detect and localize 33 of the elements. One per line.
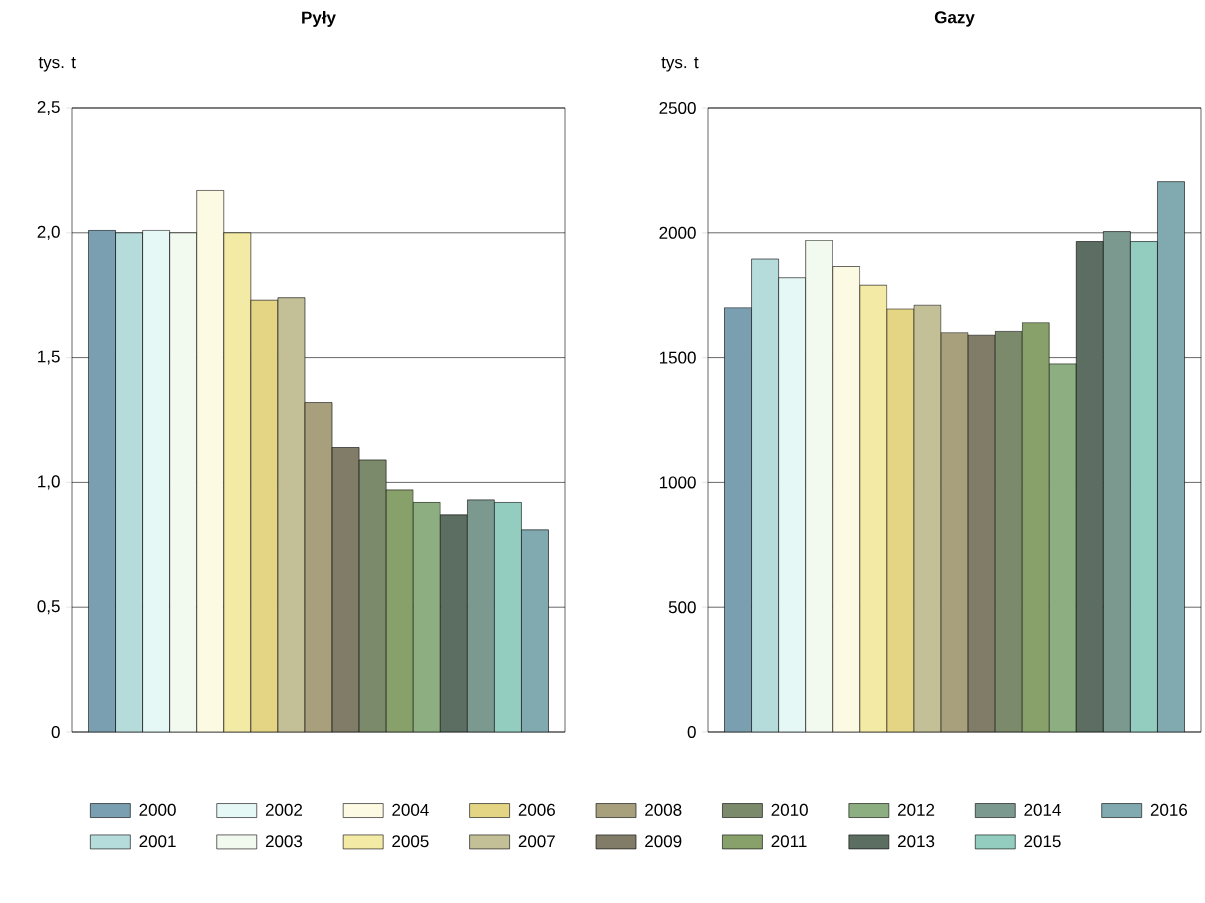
legend-label: 2008 <box>645 803 682 816</box>
y-tick-label: 1,5 <box>38 350 60 365</box>
legend-label: 2016 <box>1150 803 1188 816</box>
legend-label: 2010 <box>771 803 808 816</box>
y-tick-label: 2500 <box>659 101 696 115</box>
y-tick-label: 500 <box>668 601 696 614</box>
y-tick-label: 0 <box>51 725 60 739</box>
y-tick-label: 0 <box>687 725 696 739</box>
legend-label: 2003 <box>265 835 303 848</box>
y-tick-label: 2,0 <box>37 225 60 240</box>
y-tick-label: 0,5 <box>37 600 60 615</box>
legend-label: 2015 <box>1024 835 1061 848</box>
y-tick-label: 1000 <box>659 476 696 489</box>
legend-label: 2002 <box>265 803 303 816</box>
legend-label: 2013 <box>898 835 935 848</box>
legend-label: 2007 <box>518 835 555 848</box>
y-tick-label: 2000 <box>659 226 696 239</box>
y-axis-title: tys. t <box>38 57 76 72</box>
chart-title: Pyły <box>302 11 336 27</box>
legend-label: 2001 <box>139 835 176 848</box>
y-tick-label: 1,0 <box>38 475 60 490</box>
y-tick-label: 1500 <box>659 351 696 364</box>
legend-label: 2006 <box>518 803 555 816</box>
chart-title: Gazy <box>934 11 975 27</box>
legend-label: 2014 <box>1024 803 1061 816</box>
legend-label: 2005 <box>392 835 429 848</box>
y-tick-label: 2,5 <box>37 100 60 116</box>
legend-label: 2000 <box>139 803 176 816</box>
legend-label: 2004 <box>392 803 429 816</box>
legend-label: 2011 <box>771 835 807 848</box>
y-axis-title: tys. t <box>661 57 699 72</box>
legend-label: 2012 <box>898 803 935 816</box>
legend-label: 2009 <box>645 835 682 848</box>
